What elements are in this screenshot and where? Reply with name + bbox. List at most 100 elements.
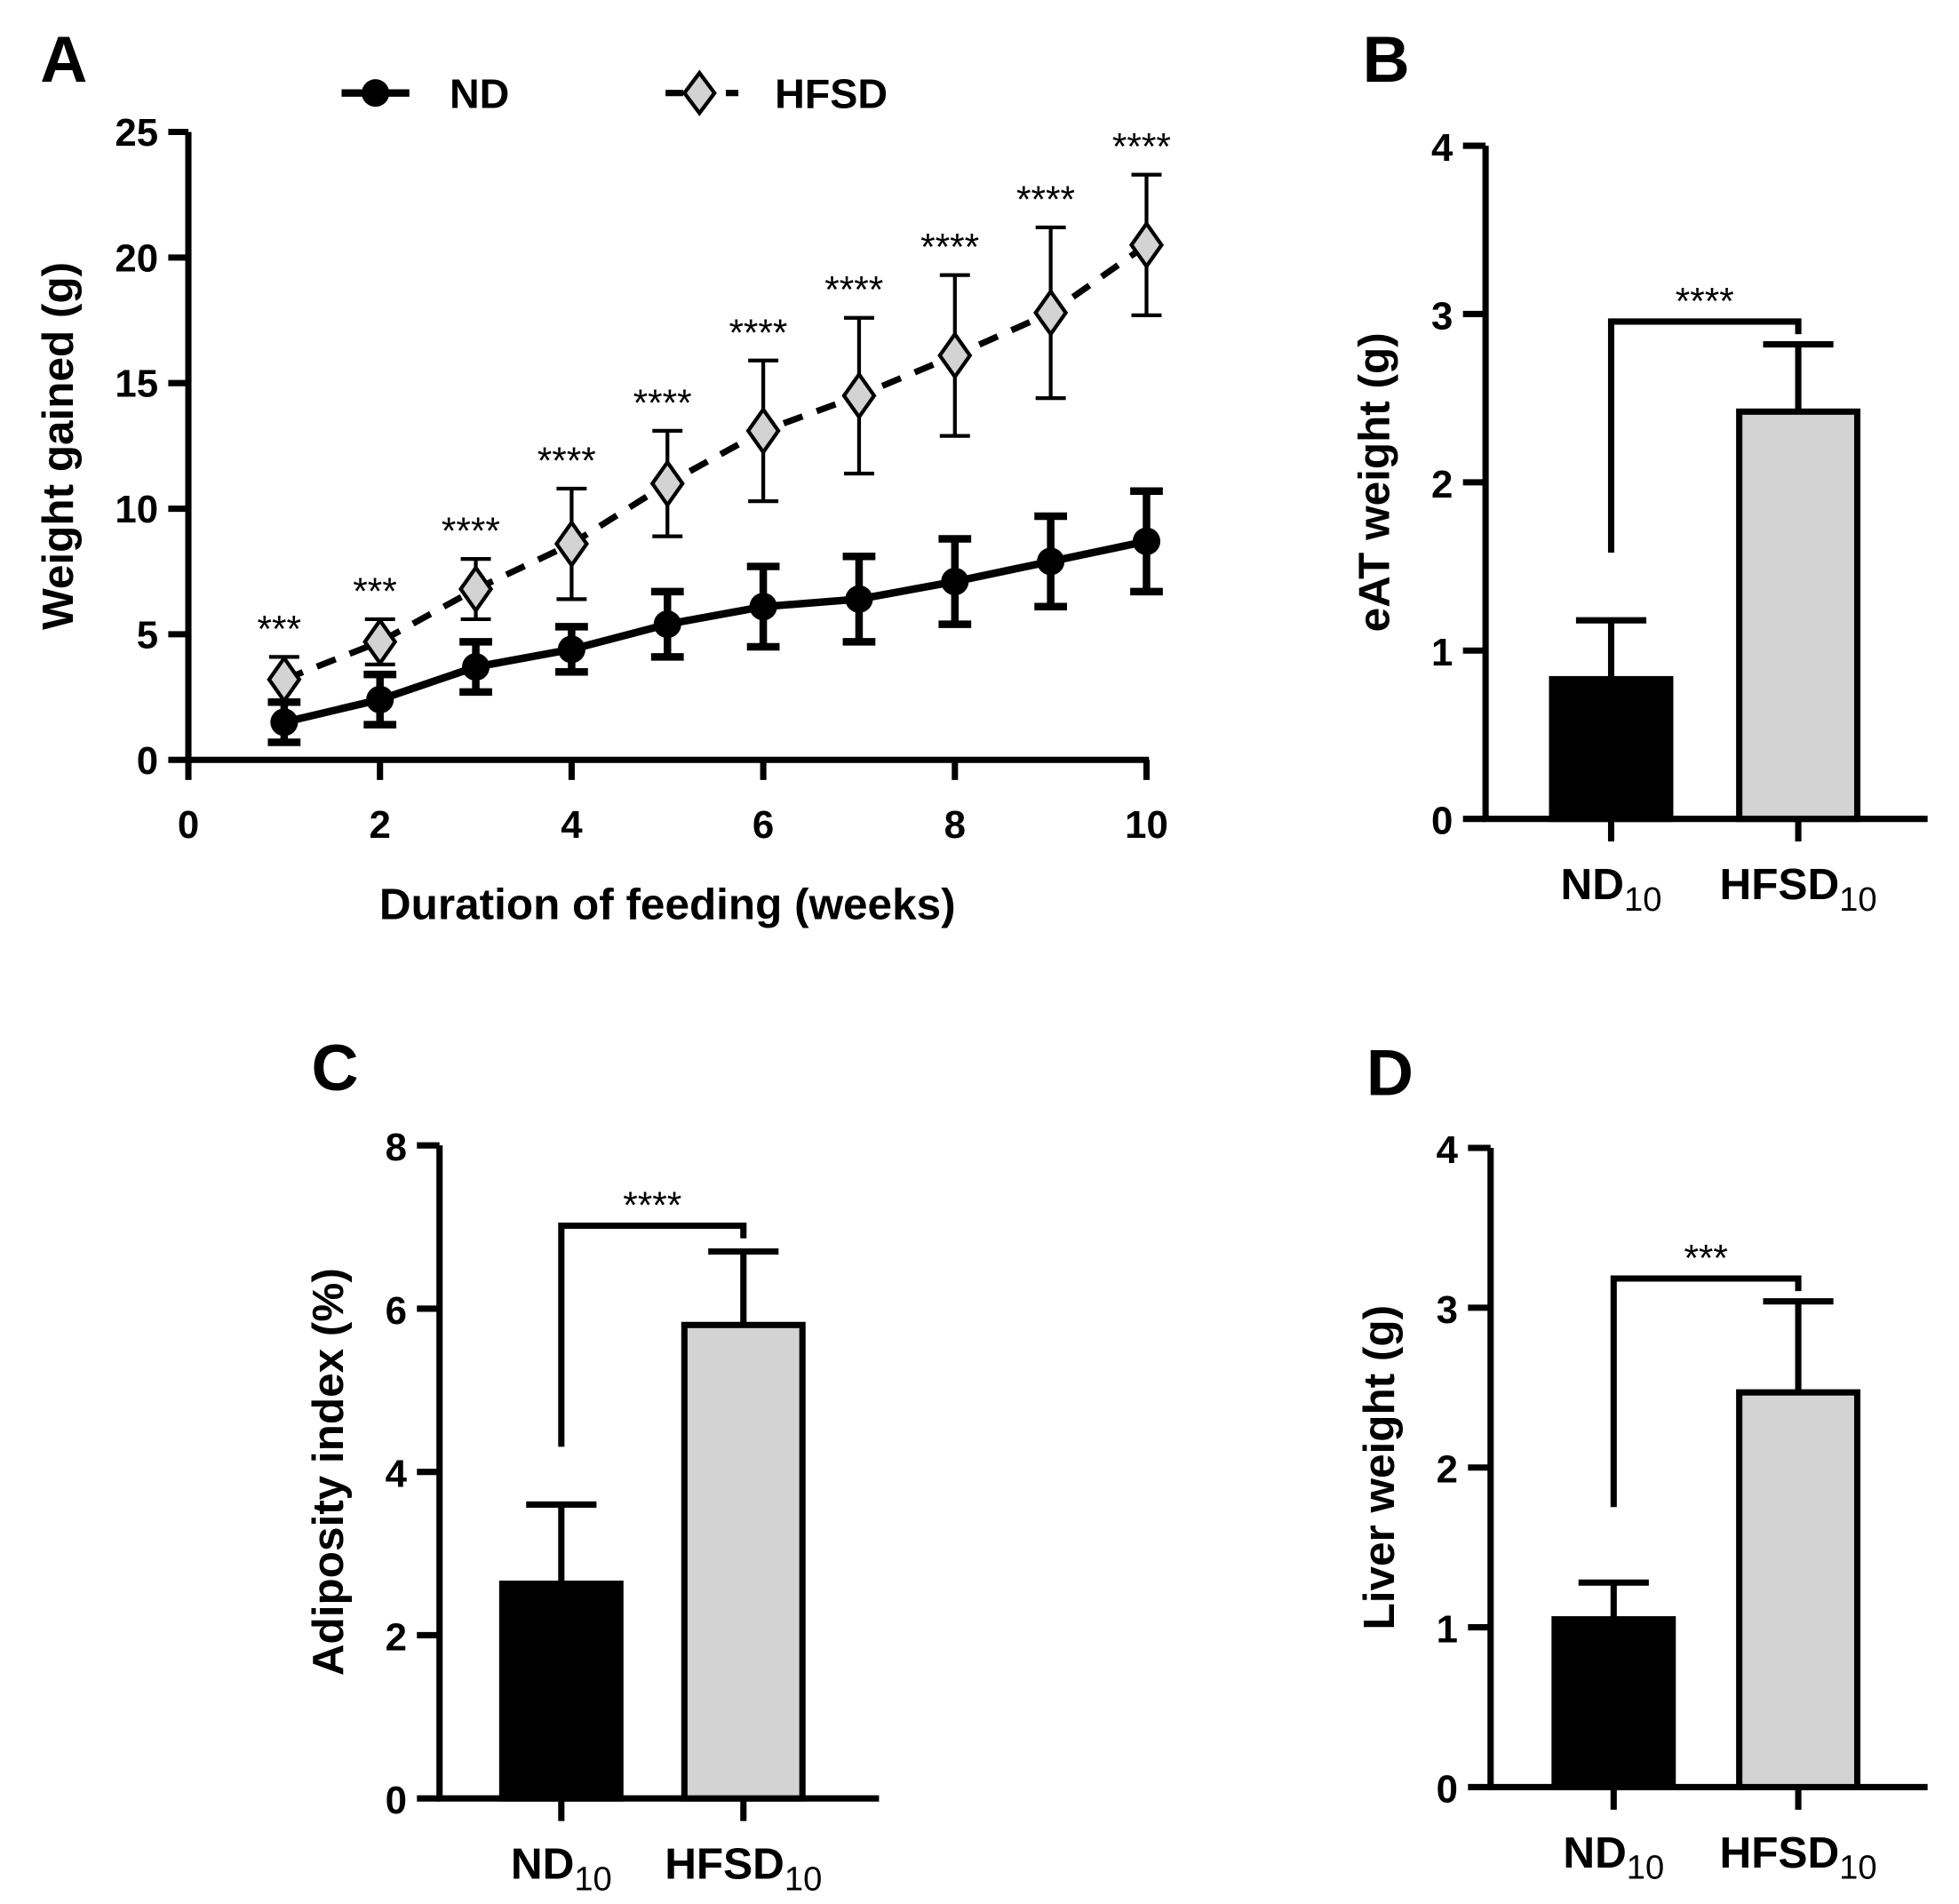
bar-nd (498, 1581, 624, 1802)
category-subscript: 10 (784, 1860, 822, 1898)
y-axis-label: eAT weight (g) (1350, 332, 1398, 632)
category-name: HFSD (1720, 1828, 1840, 1877)
category-subscript: 10 (1624, 880, 1661, 919)
bar-hfsd (1736, 1389, 1861, 1790)
y-tick-label: 1 (1437, 1608, 1458, 1652)
y-tick-label: 2 (386, 1615, 407, 1659)
y-axis-label: Adiposity index (%) (304, 1268, 353, 1676)
legend-label-nd: ND (450, 71, 509, 117)
data-point-diamond (745, 406, 781, 456)
data-point-circle (845, 585, 873, 613)
y-axis-label: Weight gained (g) (34, 262, 83, 630)
series-line (283, 538, 1148, 726)
data-point-diamond (362, 617, 398, 667)
y-tick-label: 5 (137, 613, 158, 657)
significance-bracket (558, 1223, 747, 1447)
bar-nd (1551, 1616, 1676, 1790)
panel-letter: C (312, 1031, 359, 1104)
y-tick-label: 0 (1437, 1767, 1458, 1811)
category-name: ND (511, 1840, 574, 1889)
x-axis-label: Duration of feeding (weeks) (379, 880, 956, 929)
y-tick-label: 1 (1431, 631, 1453, 674)
panel-letter: D (1366, 1036, 1414, 1110)
x-tick-label: HFSD10 (1720, 860, 1877, 919)
data-point-circle (1132, 527, 1161, 555)
data-point-circle (366, 685, 394, 713)
data-point-circle (941, 567, 969, 596)
data-point-diamond (553, 519, 589, 569)
x-tick-label: 8 (944, 803, 966, 847)
significance-label: *** (1684, 1238, 1728, 1279)
x-tick-label: 10 (1125, 803, 1168, 847)
x-tick-label: ND10 (511, 1840, 612, 1899)
x-tick-label: ND10 (1561, 860, 1662, 919)
data-point-diamond (649, 458, 685, 508)
y-tick-label: 20 (115, 236, 158, 280)
panel-letter: A (40, 22, 87, 96)
significance-label: **** (1016, 179, 1075, 220)
y-tick-label: 0 (386, 1779, 407, 1822)
legend-marker-hfsd (681, 69, 717, 116)
significance-bracket (1610, 1275, 1802, 1508)
significance-label: **** (538, 440, 596, 482)
panel-a: A 0 5 10 15 20 25 0 2 4 6 8 10 Duration of feeding (w… (34, 22, 1171, 929)
category-name: HFSD (665, 1840, 784, 1889)
significance-label: **** (729, 312, 787, 354)
y-tick-label: 8 (386, 1126, 407, 1169)
category-subscript: 10 (1839, 880, 1876, 919)
y-tick-label: 4 (386, 1453, 408, 1496)
data-point-diamond (1033, 288, 1069, 338)
bar-hfsd (681, 1321, 806, 1802)
significance-label: **** (442, 510, 500, 552)
x-tick-label: 4 (561, 803, 583, 847)
data-point-diamond (1128, 220, 1165, 270)
y-tick-label: 0 (1431, 800, 1453, 843)
significance-label: **** (824, 269, 883, 311)
data-point-circle (1037, 547, 1065, 576)
x-tick-label: 6 (753, 803, 774, 847)
x-tick-label: 0 (178, 803, 199, 847)
y-tick-label: 2 (1437, 1448, 1458, 1492)
y-tick-label: 6 (386, 1289, 407, 1333)
data-point-diamond (841, 370, 877, 421)
x-tick-label: ND10 (1563, 1828, 1664, 1887)
y-tick-label: 3 (1437, 1288, 1458, 1332)
panel-letter: B (1363, 22, 1410, 96)
significance-label: **** (1676, 280, 1734, 322)
category-subscript: 10 (1839, 1849, 1876, 1887)
legend-label-hfsd: HFSD (775, 71, 888, 117)
data-point-diamond (458, 564, 494, 614)
x-tick-label: 2 (370, 803, 391, 847)
bar-nd (1549, 675, 1674, 823)
significance-label: **** (920, 227, 979, 268)
data-point-circle (270, 708, 299, 737)
y-axis-label: Liver weight (g) (1355, 1305, 1404, 1630)
data-point-circle (462, 653, 490, 681)
y-tick-label: 0 (137, 739, 158, 783)
category-name: ND (1561, 860, 1624, 909)
significance-label: *** (257, 608, 301, 649)
y-tick-label: 2 (1431, 463, 1453, 506)
series-hfsd (267, 172, 1165, 705)
data-point-diamond (937, 331, 973, 380)
y-tick-label: 3 (1431, 294, 1453, 338)
x-tick-label: HFSD10 (665, 1840, 822, 1899)
data-point-circle (653, 610, 681, 639)
legend: ND HFSD (341, 69, 888, 117)
y-tick-label: 4 (1431, 126, 1453, 170)
data-point-circle (749, 593, 777, 621)
y-tick-label: 4 (1437, 1128, 1459, 1172)
x-tick-label: HFSD10 (1720, 1828, 1877, 1887)
category-subscript: 10 (574, 1860, 611, 1898)
data-point-circle (557, 635, 585, 664)
significance-label: **** (633, 382, 692, 424)
category-name: ND (1563, 1828, 1626, 1877)
significance-label: **** (1112, 126, 1171, 168)
significance-label: **** (623, 1184, 681, 1226)
category-subscript: 10 (1627, 1849, 1664, 1887)
significance-bracket (1607, 318, 1802, 554)
